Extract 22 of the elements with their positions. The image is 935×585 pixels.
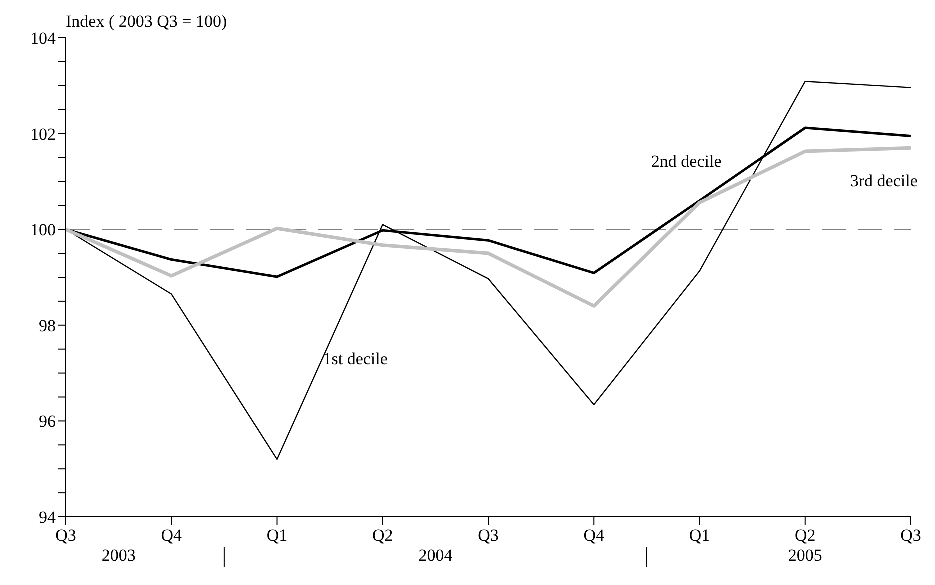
series-label: 2nd decile <box>651 152 722 171</box>
y-tick-label: 98 <box>39 316 56 336</box>
x-tick-label: Q3 <box>478 526 499 545</box>
x-tick-label: Q2 <box>794 526 816 545</box>
y-axis-title: Index ( 2003 Q3 = 100) <box>66 12 228 32</box>
x-tick-label: Q4 <box>161 526 183 545</box>
x-tick-label: Q3 <box>56 526 76 545</box>
text: 2003 <box>102 546 136 565</box>
y-tick-label: 102 <box>30 124 56 144</box>
x-tick-label: Q4 <box>584 526 606 545</box>
y-tick-label: 104 <box>30 29 56 48</box>
y-tick-label: 96 <box>39 412 56 432</box>
series-label: 1st decile <box>323 350 388 369</box>
text: 2005 <box>788 546 822 565</box>
y-tick-label: 94 <box>39 508 56 528</box>
x-tick-label: Q1 <box>266 526 288 545</box>
text: 2004 <box>418 546 454 565</box>
x-tick-label: Q3 <box>900 526 922 545</box>
series-label: 3rd decile <box>850 172 918 191</box>
x-tick-label: Q1 <box>689 526 710 545</box>
y-tick-label: 100 <box>30 220 56 240</box>
x-tick-label: Q2 <box>372 526 394 545</box>
